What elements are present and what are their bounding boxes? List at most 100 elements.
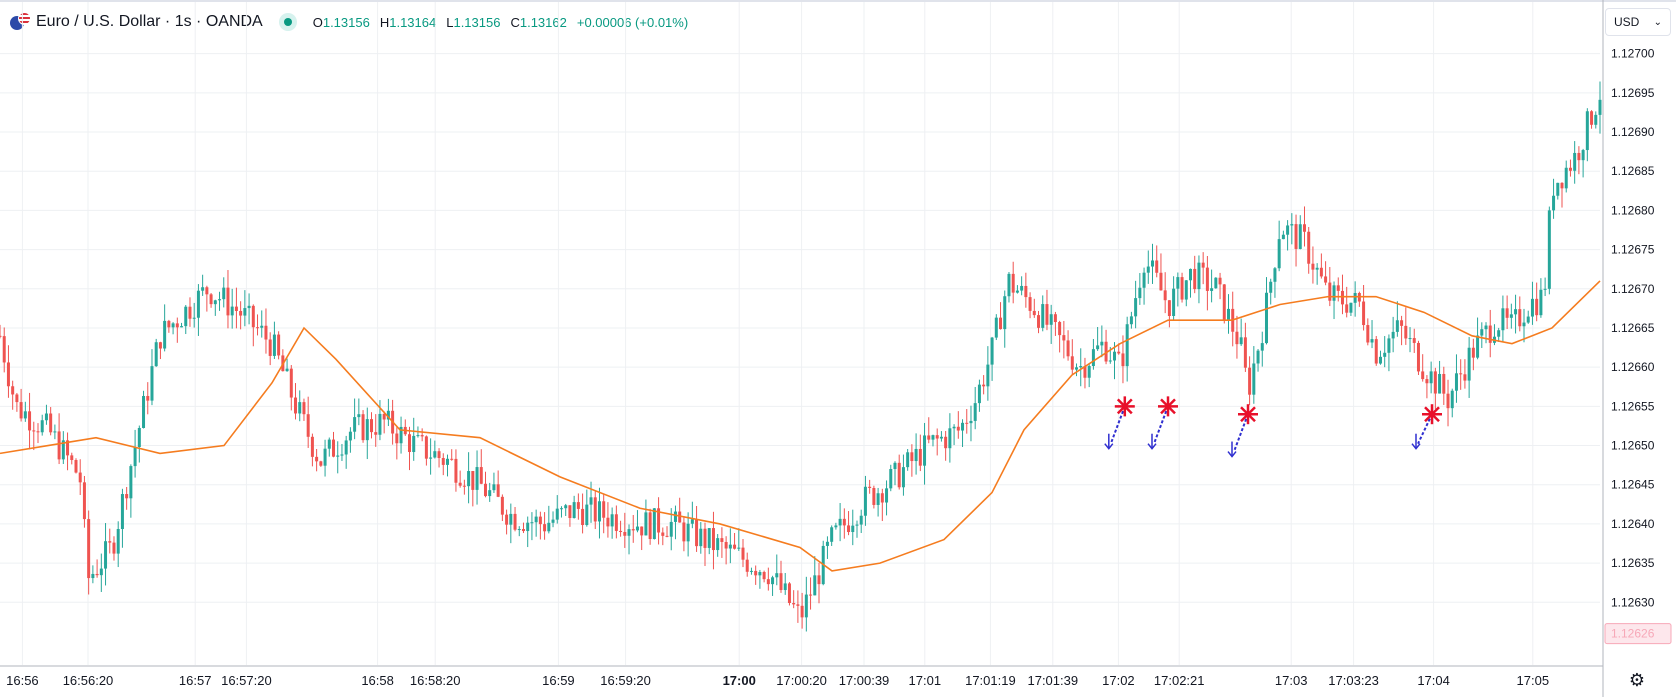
symbol-title[interactable]: Euro / U.S. Dollar · 1s · OANDA — [36, 13, 263, 30]
time-tick-label: 17:01 — [909, 673, 942, 688]
candle-body — [1155, 260, 1159, 273]
candle-body — [1108, 360, 1112, 362]
candle-body — [1020, 285, 1024, 291]
candle-body — [1518, 309, 1522, 327]
candle-body — [70, 455, 74, 461]
candle-body — [910, 452, 914, 462]
candle-body — [1552, 195, 1556, 211]
candle-body — [285, 368, 289, 372]
candle-body — [1159, 272, 1163, 291]
candle-body — [1015, 290, 1019, 293]
signal-star-stroke — [1160, 398, 1176, 415]
candle-body — [158, 342, 162, 349]
candle-body — [344, 440, 348, 455]
candle-body — [1459, 373, 1463, 375]
candle-body — [256, 327, 260, 329]
settings-gear-icon[interactable]: ⚙ — [1628, 670, 1646, 690]
candle-body — [336, 455, 340, 457]
candle-body — [576, 502, 580, 509]
candle-body — [1277, 239, 1281, 269]
candle-body — [513, 513, 517, 530]
candle-body — [648, 512, 652, 540]
candle-body — [1577, 152, 1581, 161]
candle-body — [999, 317, 1003, 330]
candle-body — [559, 508, 563, 510]
candle-body — [370, 419, 374, 433]
candle-body — [952, 426, 956, 429]
candle-body — [1378, 356, 1382, 364]
candle-body — [1075, 367, 1079, 370]
candle-body — [239, 310, 243, 316]
candle-body — [412, 435, 416, 453]
price-tick-label: 1.12680 — [1611, 203, 1655, 217]
candle-body — [855, 524, 859, 526]
candle-body — [1480, 329, 1484, 336]
candle-body — [1294, 224, 1298, 249]
signal-arrow-line — [1109, 406, 1126, 445]
currency-selector[interactable]: USD ⌄ — [1605, 8, 1671, 36]
candle-body — [775, 573, 779, 578]
candle-body — [1568, 167, 1572, 171]
candle-body — [838, 518, 842, 526]
candle-body — [1286, 225, 1290, 235]
candle-body — [475, 467, 479, 490]
candle-body — [302, 402, 306, 415]
candle-body — [724, 541, 728, 549]
candle-body — [939, 436, 943, 439]
candle-body — [154, 342, 158, 367]
candle-body — [260, 325, 264, 328]
candle-body — [201, 287, 205, 291]
time-tick-label: 16:58 — [361, 673, 394, 688]
price-tick-label: 1.12655 — [1611, 399, 1655, 413]
candle-body — [982, 384, 986, 387]
signal-star-stroke — [1240, 406, 1256, 423]
candle-body — [1332, 285, 1336, 301]
candle-body — [15, 394, 19, 403]
candle-body — [885, 488, 889, 503]
candle-body — [1488, 325, 1492, 343]
candle-body — [116, 529, 120, 554]
candle-body — [66, 440, 70, 456]
candle-body — [1256, 350, 1260, 364]
ohlc-values: O1.13156 H1.13164 L1.13156 C1.13162 +0.0… — [313, 15, 688, 30]
candle-body — [923, 435, 927, 466]
candle-body — [1117, 351, 1121, 354]
buy-signal-marker — [1227, 404, 1258, 458]
candle-body — [1345, 304, 1349, 313]
candle-body — [986, 364, 990, 387]
price-tick-label: 1.12675 — [1611, 243, 1655, 257]
candle-body — [1180, 277, 1184, 300]
candle-body — [678, 511, 682, 523]
candle-body — [319, 461, 323, 466]
candle-body — [382, 413, 386, 420]
candle-body — [745, 559, 749, 572]
candle-body — [458, 482, 462, 486]
candle-body — [897, 462, 901, 488]
candle-body — [378, 413, 382, 435]
candle-body — [99, 568, 103, 576]
time-tick-label: 17:03 — [1275, 673, 1308, 688]
market-open-status-icon[interactable] — [278, 13, 297, 31]
moving-average-line — [0, 280, 1601, 572]
candle-body — [268, 339, 272, 356]
candle-body — [175, 323, 179, 328]
candle-body — [661, 532, 665, 536]
candle-body — [1564, 167, 1568, 189]
candle-body — [1041, 304, 1045, 328]
candle-body — [95, 573, 99, 576]
candle-body — [298, 402, 302, 414]
candle-body — [306, 414, 310, 437]
candle-body — [416, 435, 420, 437]
candle-body — [251, 305, 255, 328]
candle-body — [868, 486, 872, 488]
candle-body — [1138, 287, 1142, 299]
candle-body — [1467, 347, 1471, 381]
candle-body — [1328, 282, 1332, 301]
candle-body — [1028, 297, 1032, 311]
time-tick-label: 16:56 — [6, 673, 39, 688]
candle-body — [1349, 302, 1353, 313]
candle-body — [420, 435, 424, 437]
candle-body — [842, 518, 846, 526]
candle-body — [1087, 366, 1091, 378]
